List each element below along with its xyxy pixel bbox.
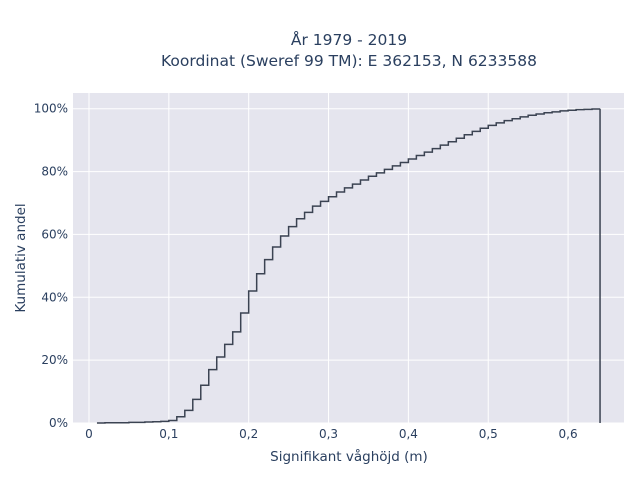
x-tick-label: 0,3 — [319, 427, 338, 441]
series-layer — [96, 108, 601, 424]
plot-area-background — [73, 93, 624, 423]
y-axis-ticks: 0% 20% 40% 60% 80% 100% — [34, 102, 68, 430]
y-tick-label: 20% — [41, 353, 68, 367]
x-tick-label: 0,2 — [239, 427, 258, 441]
chart-title-line-2: Koordinat (Sweref 99 TM): E 362153, N 62… — [161, 52, 537, 70]
cumulative-step-line — [96, 108, 601, 424]
y-tick-label: 40% — [41, 290, 68, 304]
y-axis-title: Kumulativ andel — [13, 203, 29, 312]
y-tick-label: 0% — [49, 416, 68, 430]
x-tick-label: 0 — [85, 427, 93, 441]
x-tick-label: 0,4 — [399, 427, 418, 441]
x-tick-label: 0,5 — [479, 427, 498, 441]
y-tick-label: 60% — [41, 227, 68, 241]
grid-lines — [73, 93, 624, 424]
y-tick-label: 100% — [34, 102, 68, 116]
chart-title-line-1: År 1979 - 2019 — [291, 30, 407, 49]
y-tick-label: 80% — [41, 165, 68, 179]
x-tick-label: 0,1 — [159, 427, 178, 441]
x-axis-ticks: 0 0,1 0,2 0,3 0,4 0,5 0,6 — [85, 427, 577, 441]
x-axis-title: Signifikant våghöjd (m) — [270, 448, 428, 465]
x-tick-label: 0,6 — [559, 427, 578, 441]
